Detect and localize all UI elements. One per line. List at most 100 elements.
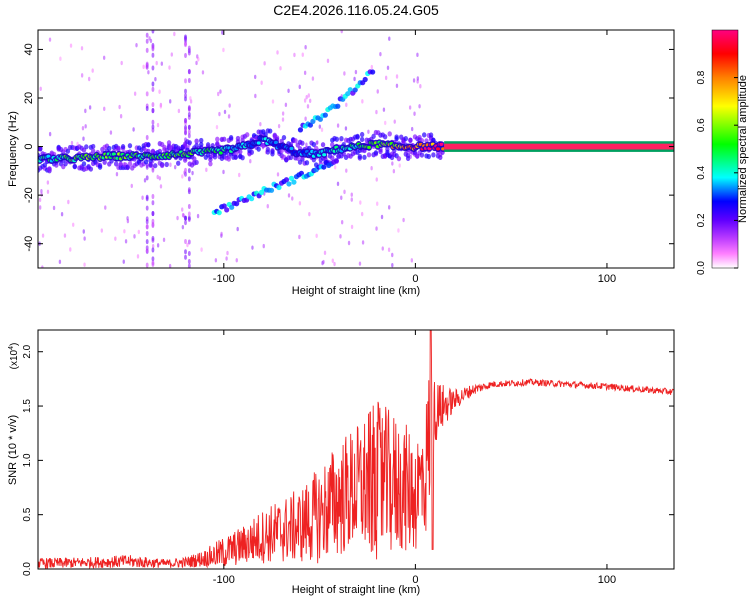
noise-mark	[156, 243, 160, 248]
noise-mark	[114, 236, 117, 241]
halo-mark	[320, 142, 326, 148]
halo-mark	[405, 155, 411, 161]
noise-mark	[69, 43, 73, 48]
noise-mark	[266, 204, 269, 209]
streak-mark	[184, 239, 187, 245]
noise-mark	[343, 71, 346, 76]
snr-ylabel: SNR (10 * v/v)	[7, 415, 19, 485]
noise-mark	[350, 192, 353, 197]
noise-mark	[412, 78, 416, 83]
streak-mark	[187, 211, 191, 217]
noise-mark	[225, 256, 228, 261]
y-tick-label: 20	[23, 92, 35, 104]
noise-mark	[181, 174, 184, 179]
halo-mark	[288, 154, 294, 161]
noise-mark	[391, 262, 394, 268]
noise-mark	[227, 114, 231, 119]
streak-mark	[151, 200, 155, 206]
halo-mark	[192, 156, 197, 162]
noise-mark	[333, 261, 336, 267]
trace-core-mark	[46, 154, 51, 158]
noise-mark	[303, 70, 307, 76]
noise-mark	[60, 212, 64, 217]
y-tick-label: -40	[23, 236, 35, 252]
streak-mark	[184, 42, 187, 48]
streak-mark	[187, 176, 191, 182]
noise-mark	[39, 86, 42, 91]
noise-mark	[284, 102, 288, 108]
noise-mark	[376, 201, 379, 206]
streak-mark	[187, 125, 191, 131]
noise-mark	[181, 224, 185, 230]
noise-mark	[361, 99, 364, 104]
noise-mark	[82, 136, 85, 141]
streak-mark	[184, 220, 187, 226]
x-tick-label: 100	[598, 273, 616, 285]
streak-mark	[151, 81, 155, 87]
streak-mark	[187, 133, 191, 139]
streak-mark	[187, 259, 191, 265]
noise-mark	[222, 169, 225, 175]
halo-mark	[215, 136, 220, 142]
halo-mark	[256, 146, 261, 152]
noise-mark	[72, 222, 75, 227]
spectrogram-marks	[38, 30, 674, 268]
branch-mark	[234, 201, 240, 207]
noise-mark	[382, 107, 386, 112]
halo-mark	[226, 156, 231, 162]
noise-mark	[173, 31, 176, 37]
streak-mark	[187, 129, 191, 135]
noise-mark	[169, 162, 172, 167]
noise-mark	[126, 218, 130, 224]
noise-mark	[395, 83, 399, 88]
halo-mark	[120, 144, 126, 150]
noise-mark	[70, 140, 74, 146]
branch-mark	[322, 112, 328, 118]
halo-mark	[84, 144, 89, 150]
streak-mark	[184, 215, 187, 221]
noise-mark	[259, 121, 262, 127]
noise-mark	[308, 98, 312, 103]
halo-mark	[153, 163, 158, 169]
branch-mark	[258, 189, 265, 195]
spectrogram-panel: -100 0 100 -40 -20 0 20 40 Height of straight l…	[7, 29, 675, 297]
snr-series-line	[38, 330, 674, 569]
noise-mark	[398, 163, 401, 168]
halo-mark	[164, 161, 169, 168]
halo-mark	[235, 135, 241, 142]
branch-mark	[291, 179, 297, 185]
noise-mark	[69, 247, 72, 252]
colorbar-label: Normalized spectral amplitude	[737, 75, 749, 223]
halo-mark	[148, 161, 153, 167]
noise-mark	[189, 96, 192, 101]
streak-mark	[145, 219, 149, 225]
trace-core-mark	[218, 151, 223, 155]
noise-mark	[395, 74, 399, 79]
halo-mark	[90, 143, 96, 150]
halo-mark	[72, 164, 77, 170]
halo-mark	[334, 136, 340, 142]
snr-xlabel: Height of straight line (km)	[292, 584, 420, 596]
noise-mark	[361, 240, 365, 245]
noise-mark	[306, 104, 310, 109]
streak-mark	[145, 262, 149, 268]
noise-mark	[226, 250, 229, 256]
streak-mark	[184, 88, 187, 94]
halo-mark	[396, 156, 402, 162]
noise-mark	[155, 60, 158, 66]
halo-mark	[382, 134, 388, 140]
noise-mark	[376, 89, 379, 94]
noise-mark	[177, 108, 181, 114]
streak-mark	[151, 247, 155, 253]
halo-mark	[408, 137, 413, 143]
trace-core-mark	[322, 153, 327, 157]
streak-mark	[145, 239, 149, 245]
colorbar-tick-label: 0.0	[696, 261, 707, 275]
streak-mark	[187, 203, 191, 209]
noise-mark	[336, 123, 340, 128]
noise-mark	[344, 126, 348, 131]
colorbar-tick-label: 0.4	[696, 165, 707, 179]
streak-mark	[145, 61, 149, 67]
halo-mark	[371, 133, 376, 139]
noise-mark	[276, 172, 280, 177]
